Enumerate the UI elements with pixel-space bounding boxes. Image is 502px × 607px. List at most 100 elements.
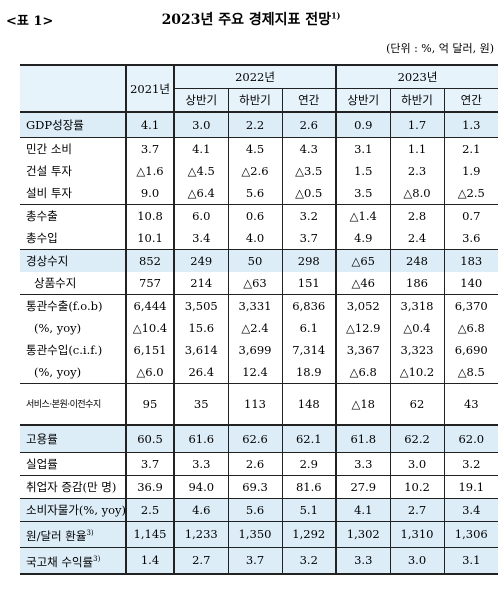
value-cell: 2.1 [443,137,499,160]
value-cell: 7,314 [281,339,336,361]
value-cell: 36.9 [125,475,174,499]
value-cell: 5.6 [227,182,282,205]
value-cell: 1.5 [335,160,390,182]
value-cell: 18.9 [281,361,336,384]
value-cell: 94.0 [173,475,228,499]
economic-indicators-table: 2021년 2022년 2023년 상반기 하반기 연간 상반기 하반기 연간 … [20,64,499,575]
value-cell: 3.3 [335,546,390,575]
row-label: 원/달러 환율3) [20,521,126,548]
value-cell: 12.4 [227,361,282,384]
value-cell: 5.1 [281,498,336,522]
table-row: 서비스·본원·이전수지 95 35 113 148 △18 62 43 [20,383,499,425]
value-cell: 3.5 [335,182,390,205]
value-cell: 1.1 [389,137,444,160]
value-cell: 1.7 [389,111,444,138]
value-cell: 6.0 [173,204,228,227]
table-row: 민간 소비 3.7 4.1 4.5 4.3 3.1 1.1 2.1 [20,137,499,160]
table-row: 상품수지 757 214 △63 151 △46 186 140 [20,272,499,295]
value-cell: △65 [335,249,390,272]
value-cell: 6,370 [443,294,499,317]
value-cell: 3,323 [389,339,444,361]
value-cell: 0.6 [227,204,282,227]
row-label-footnote: 3) [93,554,101,563]
header-row-years: 2021년 2022년 2023년 [20,64,499,112]
value-cell: 214 [173,272,228,295]
value-cell: 1,310 [389,521,444,548]
value-cell: 4.1 [335,498,390,522]
value-cell: 113 [227,383,282,425]
value-cell: 3,505 [173,294,228,317]
value-cell: 2.4 [389,227,444,250]
row-label: 고용률 [20,424,126,453]
title-text: 2023년 주요 경제지표 전망 [161,12,332,28]
value-cell: 3.2 [443,452,499,476]
value-cell: 9.0 [125,182,174,205]
header-2022: 2022년 [173,64,336,89]
table-row: 경상수지 852 249 50 298 △65 248 183 [20,249,499,272]
row-label: 통관수입(c.i.f.) [20,339,126,361]
table-row: 설비 투자 9.0 △6.4 5.6 △0.5 3.5 △8.0 △2.5 [20,182,499,205]
value-cell: 1,292 [281,521,336,548]
row-label: 소비자물가(%, yoy) [20,498,126,522]
value-cell: △4.5 [173,160,228,182]
row-label-text: 경상수지 [26,254,69,268]
header-2022-annual: 연간 [281,88,336,112]
value-cell: 148 [281,383,336,425]
table-row: 통관수입(c.i.f.) 6,151 3,614 3,699 7,314 3,367 3,3… [20,339,499,361]
table-row: 국고채 수익률3) 1.4 2.7 3.7 3.2 3.3 3.0 3.1 [20,546,499,575]
row-label-text: (%, yoy) [34,365,82,379]
row-label-footnote: 3) [86,529,94,537]
value-cell: 3.0 [173,111,228,138]
value-cell: 6,444 [125,294,174,317]
value-cell: 2.6 [281,111,336,138]
value-cell: 26.4 [173,361,228,384]
value-cell: 249 [173,249,228,272]
row-label-text: 실업률 [26,457,58,471]
row-label-text: 고용률 [26,432,58,446]
value-cell: △6.8 [443,317,499,339]
value-cell: 61.6 [173,424,228,453]
value-cell: 15.6 [173,317,228,339]
value-cell: 60.5 [125,424,174,453]
value-cell: 6,151 [125,339,174,361]
value-cell: 298 [281,249,336,272]
row-label-text: GDP성장률 [26,118,84,132]
value-cell: 50 [227,249,282,272]
value-cell: △2.6 [227,160,282,182]
value-cell: 3.7 [125,452,174,476]
value-cell: 62.1 [281,424,336,453]
header-2023-annual: 연간 [443,88,499,112]
value-cell: 2.2 [227,111,282,138]
row-label: GDP성장률 [20,111,126,138]
value-cell: 61.8 [335,424,390,453]
header-2022-h2: 하반기 [227,88,282,112]
value-cell: 2.3 [389,160,444,182]
value-cell: 6,836 [281,294,336,317]
table-row: 취업자 증감(만 명) 36.9 94.0 69.3 81.6 27.9 10.2 19.1 [20,475,499,499]
header-2023: 2023년 [334,64,499,89]
table-number-label: <표 1> [6,14,54,29]
value-cell: 10.1 [125,227,174,250]
value-cell: 62.2 [389,424,444,453]
header-2021: 2021년 [125,64,174,112]
row-label-text: 건설 투자 [26,164,72,178]
value-cell: △18 [335,383,390,425]
value-cell: 4.5 [227,137,282,160]
row-label: (%, yoy) [20,317,126,339]
row-label-text: 총수입 [26,231,58,245]
value-cell: 3,318 [389,294,444,317]
value-cell: △0.5 [281,182,336,205]
table-row: (%, yoy) △6.0 26.4 12.4 18.9 △6.8 △10.2 △8.5 [20,361,499,384]
value-cell: 4.6 [173,498,228,522]
header-2023-h1: 상반기 [335,88,390,112]
value-cell: 3,614 [173,339,228,361]
value-cell: 3.1 [443,546,499,575]
value-cell: 3,052 [335,294,390,317]
value-cell: 3.7 [125,137,174,160]
value-cell: 2.7 [389,498,444,522]
value-cell: 3.7 [227,546,282,575]
table-row: 총수출 10.8 6.0 0.6 3.2 △1.4 2.8 0.7 [20,204,499,227]
value-cell: 6.1 [281,317,336,339]
value-cell: 186 [389,272,444,295]
value-cell: 62.0 [443,424,499,453]
